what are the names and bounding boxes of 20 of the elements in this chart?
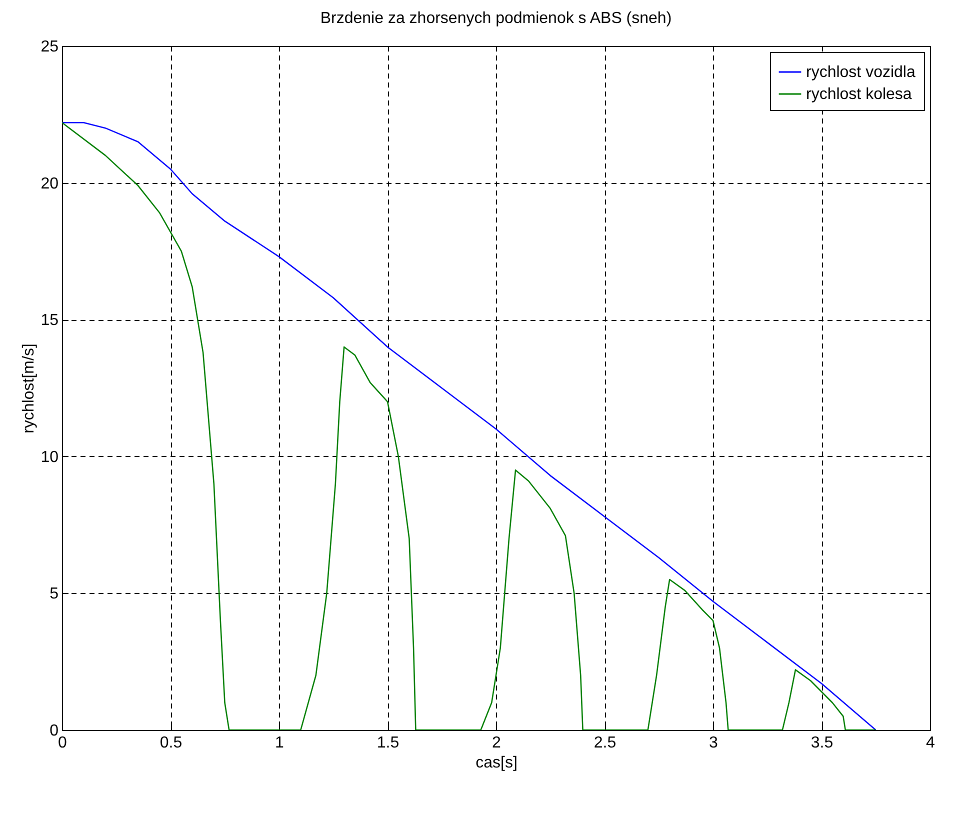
x-tick-label: 2 <box>492 734 502 752</box>
y-tick-label: 25 <box>40 38 59 56</box>
chart-title: Brzdenie za zhorsenych podmienok s ABS (sneh) <box>320 10 672 27</box>
y-tick-label: 15 <box>40 312 59 330</box>
y-tick-label: 10 <box>40 448 59 466</box>
x-axis-title: cas[s] <box>476 754 518 772</box>
x-tick-label: 1.5 <box>376 734 400 752</box>
x-tick-label: 2.5 <box>594 734 616 752</box>
x-tick-label: 3.5 <box>810 734 834 752</box>
legend-label: rychlost kolesa <box>806 86 912 103</box>
legend-label: rychlost vozidla <box>806 64 916 81</box>
x-tick-label: 3 <box>709 734 718 752</box>
y-tick-label: 0 <box>50 722 59 740</box>
x-tick-label: 0.5 <box>160 734 182 752</box>
y-tick-label: 5 <box>50 586 59 603</box>
x-tick-label: 1 <box>275 734 284 752</box>
line-series <box>62 122 876 730</box>
y-tick-label: 20 <box>40 175 59 192</box>
x-tick-label: 4 <box>926 734 936 752</box>
y-axis-title: rychlost[m/s] <box>20 344 38 434</box>
